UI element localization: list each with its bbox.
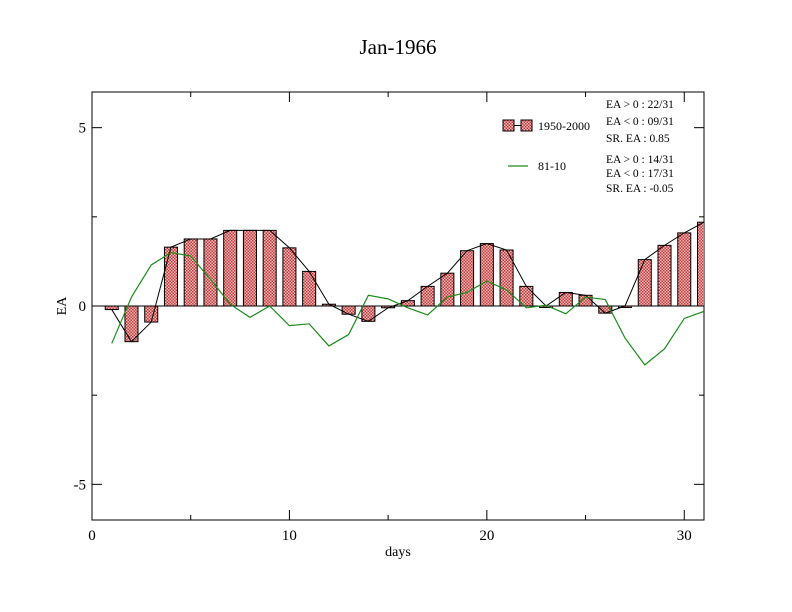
legend-swatch-1950-2000-left <box>502 119 515 132</box>
x-tick-label: 30 <box>677 528 692 544</box>
bar-day-7 <box>223 229 238 307</box>
line-1950-2000 <box>111 221 704 343</box>
bar-day-11 <box>302 270 317 307</box>
bar-day-6 <box>203 238 218 307</box>
bar-series-1950-2000 <box>104 221 704 343</box>
stat-1950-sr-ea: SR. EA : 0.85 <box>606 133 670 145</box>
bar-day-1 <box>104 305 119 311</box>
stat-8110-ea-negative: EA < 0 : 17/31 <box>606 168 674 180</box>
bar-day-31 <box>696 221 704 307</box>
x-tick-label: 20 <box>479 528 494 544</box>
bar-day-20 <box>479 243 494 307</box>
legend-swatch-1950-2000-right <box>520 119 533 132</box>
bar-day-30 <box>677 232 692 307</box>
bar-day-28 <box>637 259 652 307</box>
bar-day-10 <box>282 247 297 307</box>
bar-day-14 <box>361 305 376 322</box>
bar-day-2 <box>124 305 139 343</box>
legend-label-1950-2000: 1950-2000 <box>538 119 590 133</box>
line-81-10 <box>111 251 704 366</box>
x-axis-ticks: 0 10 20 30 <box>88 92 692 544</box>
x-tick-label: 10 <box>282 528 297 544</box>
y-axis-ticks: -5 0 5 <box>74 121 704 493</box>
y-tick-label: 5 <box>79 121 87 137</box>
legend-label-81-10: 81-10 <box>538 159 566 173</box>
stat-1950-ea-negative: EA < 0 : 09/31 <box>606 116 674 128</box>
x-axis-label: days <box>385 545 411 560</box>
bar-day-24 <box>558 291 573 307</box>
stat-1950-ea-positive: EA > 0 : 22/31 <box>606 99 674 111</box>
stat-8110-ea-positive: EA > 0 : 14/31 <box>606 154 674 166</box>
line-series <box>111 221 704 366</box>
bar-day-19 <box>460 250 475 307</box>
y-axis-label: EA <box>55 296 70 316</box>
bar-day-13 <box>341 305 356 315</box>
y-tick-label: -5 <box>74 477 87 493</box>
bar-day-3 <box>144 305 159 323</box>
bar-day-5 <box>183 238 198 307</box>
y-tick-label: 0 <box>79 299 87 315</box>
bar-day-8 <box>242 229 257 307</box>
bar-day-29 <box>657 244 672 307</box>
x-tick-label: 0 <box>88 528 96 544</box>
stat-8110-sr-ea: SR. EA : -0.05 <box>606 183 674 195</box>
legend: 1950-2000 81-10 EA > 0 : 22/31 EA < 0 : … <box>502 99 674 195</box>
chart-title: Jan-1966 <box>360 35 437 59</box>
bar-day-9 <box>262 229 277 307</box>
